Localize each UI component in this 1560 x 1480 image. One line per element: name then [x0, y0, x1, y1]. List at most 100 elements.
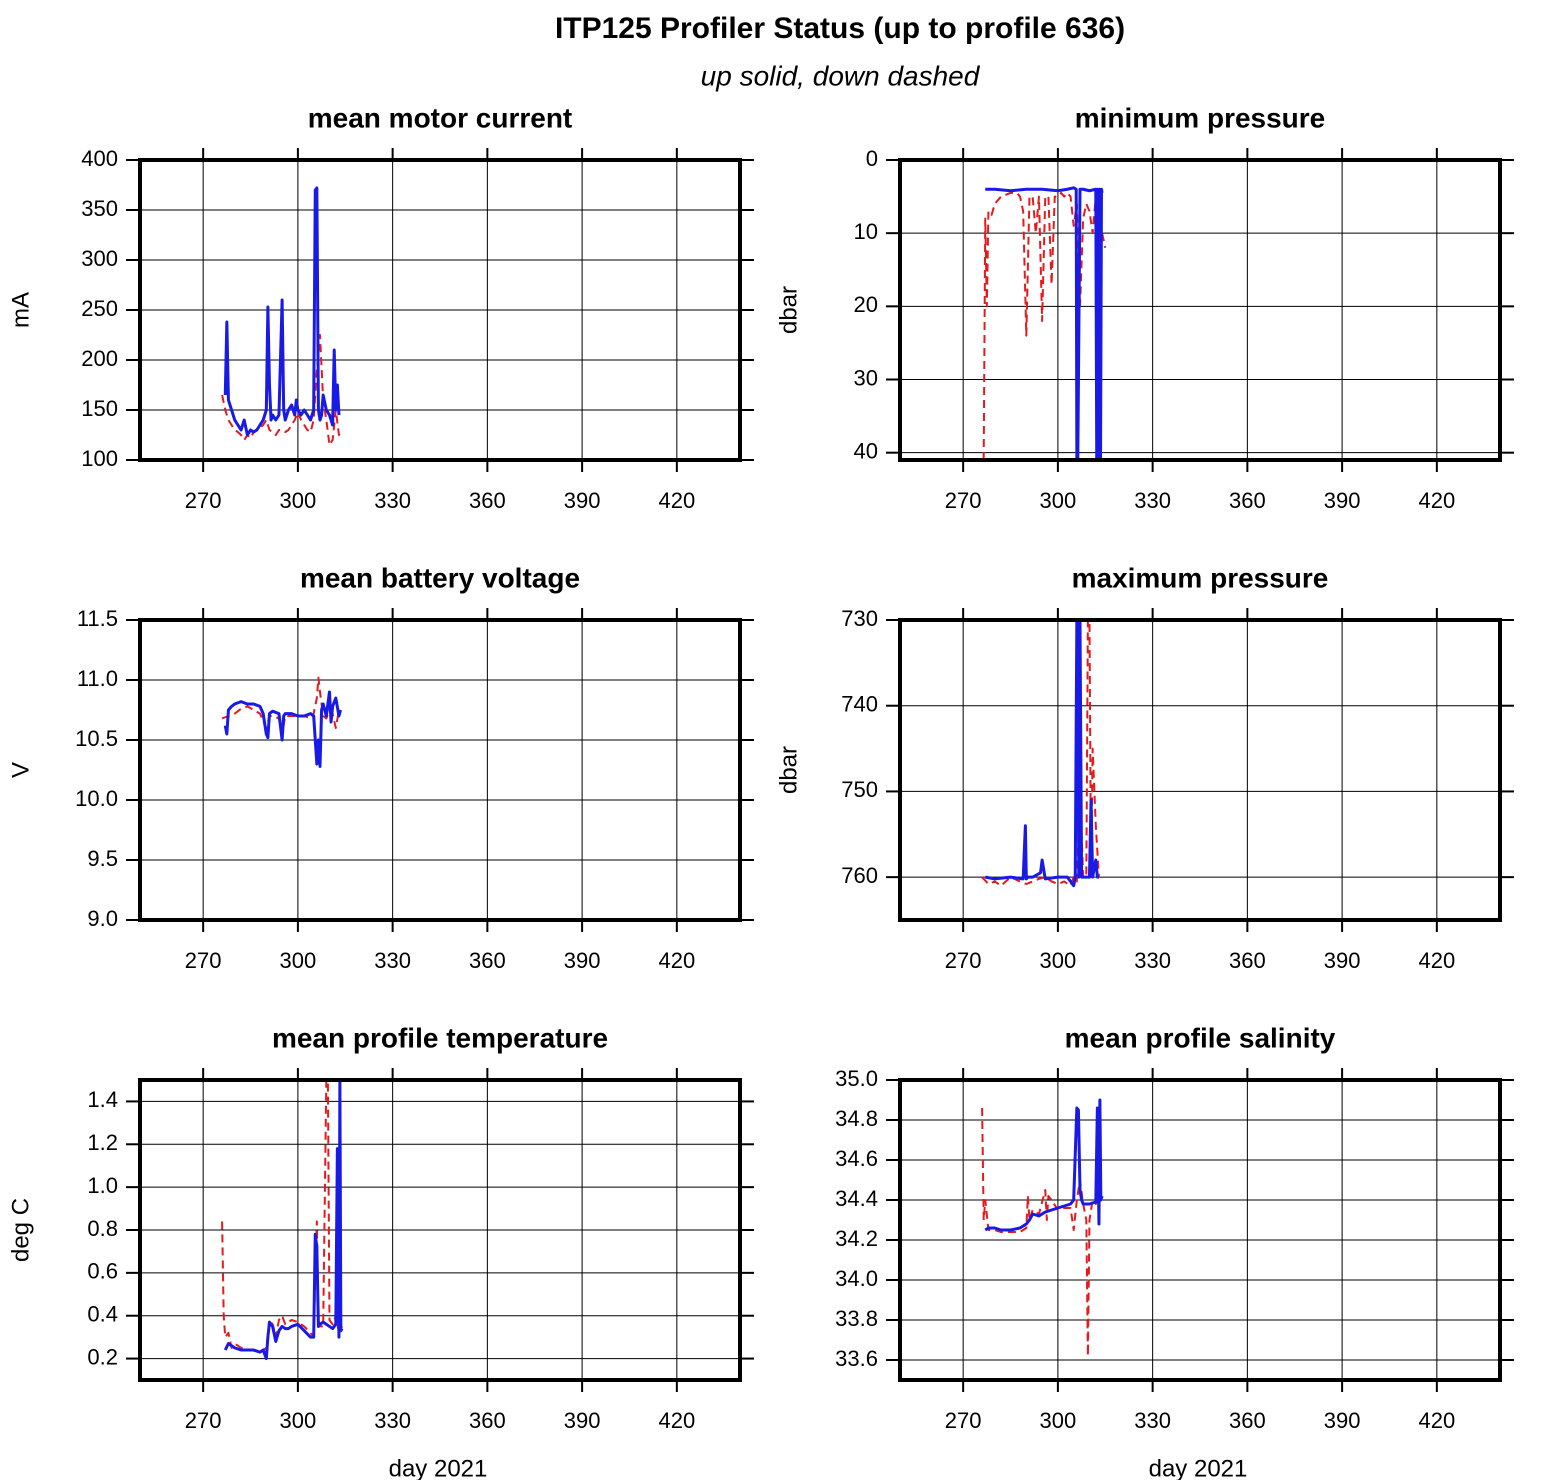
x-tick-label: 360: [469, 488, 506, 513]
x-tick-label: 420: [1418, 488, 1455, 513]
y-tick-label: 1.4: [87, 1087, 118, 1112]
plot-frame: [898, 158, 1502, 462]
data-line: [223, 690, 342, 768]
x-tick-label: 270: [185, 1408, 222, 1433]
y-tick-label: 20: [854, 292, 878, 317]
y-tick-label: 34.8: [835, 1106, 878, 1131]
y-tick-label: 1.2: [87, 1130, 118, 1155]
x-tick-label: 390: [1324, 1408, 1361, 1433]
plot-frame: [898, 618, 1502, 922]
panel: maximum pressure dbar 730 740 750 760 270 300 33…: [775, 562, 1514, 973]
x-tick-label: 420: [1418, 1408, 1455, 1433]
x-tick-label: 390: [564, 1408, 601, 1433]
data-line: [984, 1098, 1104, 1232]
y-tick-label: 34.0: [835, 1266, 878, 1291]
y-axis-label: deg C: [7, 1198, 34, 1262]
y-tick-label: 740: [841, 692, 878, 717]
x-tick-label: 330: [374, 488, 411, 513]
x-tick-label: 360: [1229, 1408, 1266, 1433]
panel: minimum pressure dbar 0 10 20 30 40 270 300 330 36…: [775, 102, 1514, 513]
y-tick-label: 34.6: [835, 1146, 878, 1171]
x-tick-label: 300: [1040, 948, 1077, 973]
y-tick-label: 10.0: [75, 786, 118, 811]
x-tick-label: 390: [564, 948, 601, 973]
y-tick-label: 750: [841, 777, 878, 802]
x-tick-label: 300: [1040, 1408, 1077, 1433]
data-line: [223, 1080, 344, 1361]
x-tick-label: 330: [374, 1408, 411, 1433]
panel: mean battery voltage V 9.0 9.5 10.0 10.5 11.0 1…: [7, 562, 754, 973]
y-tick-label: 350: [81, 196, 118, 221]
y-axis-label: mA: [7, 292, 34, 328]
x-tick-label: 270: [945, 488, 982, 513]
x-tick-label: 330: [1134, 948, 1171, 973]
x-tick-label: 420: [658, 488, 695, 513]
x-tick-label: 330: [374, 948, 411, 973]
x-tick-label: 390: [564, 488, 601, 513]
y-tick-label: 40: [854, 438, 878, 463]
x-tick-label: 300: [280, 488, 317, 513]
x-axis-label: day 2021: [1149, 1455, 1248, 1480]
y-tick-label: 11.5: [77, 606, 118, 631]
x-tick-label: 420: [658, 948, 695, 973]
panel: mean motor current mA 100 150 200 250 300 350 40…: [7, 102, 754, 513]
x-tick-label: 360: [1229, 488, 1266, 513]
y-tick-label: 0.6: [87, 1259, 118, 1284]
y-tick-label: 0.4: [87, 1302, 118, 1327]
y-tick-label: 10: [854, 219, 878, 244]
plot-frame: [898, 1078, 1502, 1382]
x-tick-label: 360: [469, 948, 506, 973]
panel-title: mean motor current: [308, 102, 573, 133]
data-line: [981, 620, 1100, 887]
plot-frame: [138, 158, 742, 462]
figure-subtitle: up solid, down dashed: [701, 60, 981, 91]
y-tick-label: 10.5: [75, 726, 118, 751]
y-tick-label: 150: [81, 396, 118, 421]
plot-frame: [138, 1078, 742, 1382]
x-tick-label: 270: [945, 1408, 982, 1433]
y-tick-label: 11.0: [77, 666, 118, 691]
y-tick-label: 34.2: [835, 1226, 878, 1251]
x-tick-label: 300: [1040, 488, 1077, 513]
x-tick-label: 270: [945, 948, 982, 973]
y-tick-label: 400: [81, 146, 118, 171]
data-line: [221, 1080, 344, 1354]
data-line: [985, 186, 1104, 460]
y-tick-label: 30: [854, 365, 878, 390]
x-tick-label: 270: [185, 948, 222, 973]
panel-title: mean profile temperature: [272, 1022, 608, 1053]
x-tick-label: 330: [1134, 488, 1171, 513]
y-tick-label: 300: [81, 246, 118, 271]
y-tick-label: 9.0: [87, 906, 118, 931]
data-line: [221, 676, 340, 735]
panel: mean profile temperature deg C day 2021 0.2…: [7, 1022, 754, 1480]
y-tick-label: 35.0: [835, 1066, 878, 1091]
y-axis-label: V: [7, 762, 34, 778]
x-tick-label: 390: [1324, 948, 1361, 973]
y-tick-label: 0.8: [87, 1216, 118, 1241]
y-tick-label: 730: [841, 606, 878, 631]
x-tick-label: 390: [1324, 488, 1361, 513]
x-tick-label: 420: [1418, 948, 1455, 973]
y-tick-label: 0.2: [87, 1344, 118, 1369]
y-tick-label: 250: [81, 296, 118, 321]
x-tick-label: 300: [280, 1408, 317, 1433]
x-tick-label: 420: [658, 1408, 695, 1433]
y-tick-label: 0: [866, 146, 878, 171]
data-line: [981, 1107, 1103, 1357]
panel-title: mean battery voltage: [300, 562, 580, 593]
y-tick-label: 34.4: [835, 1186, 878, 1211]
x-tick-label: 360: [469, 1408, 506, 1433]
y-axis-label: dbar: [775, 286, 802, 334]
data-line: [223, 186, 341, 437]
y-axis-label: dbar: [775, 746, 802, 794]
panel: mean profile salinity day 2021 33.6 33.8 34.…: [835, 1022, 1514, 1480]
y-tick-label: 200: [81, 346, 118, 371]
y-tick-label: 760: [841, 863, 878, 888]
y-tick-label: 1.0: [87, 1173, 118, 1198]
x-axis-label: day 2021: [389, 1455, 488, 1480]
x-tick-label: 330: [1134, 1408, 1171, 1433]
y-tick-label: 33.6: [835, 1346, 878, 1371]
x-tick-label: 270: [185, 488, 222, 513]
